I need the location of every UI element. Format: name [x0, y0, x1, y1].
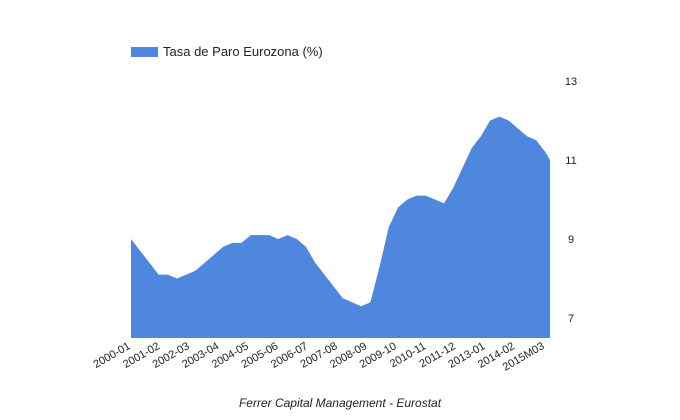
- x-axis: 2000-012001-022002-032003-042004-052005-…: [92, 340, 547, 373]
- y-tick-label: 13: [565, 76, 577, 88]
- y-axis: 7 9 11 13: [565, 76, 577, 325]
- series-area: [131, 116, 550, 338]
- y-tick-label: 11: [565, 155, 576, 167]
- legend-label: Tasa de Paro Eurozona (%): [163, 44, 323, 59]
- legend: Tasa de Paro Eurozona (%): [131, 44, 323, 59]
- y-tick-label: 9: [568, 234, 574, 246]
- legend-swatch: [131, 47, 158, 57]
- y-tick-label: 7: [568, 313, 574, 325]
- chart-caption: Ferrer Capital Management - Eurostat: [239, 396, 442, 410]
